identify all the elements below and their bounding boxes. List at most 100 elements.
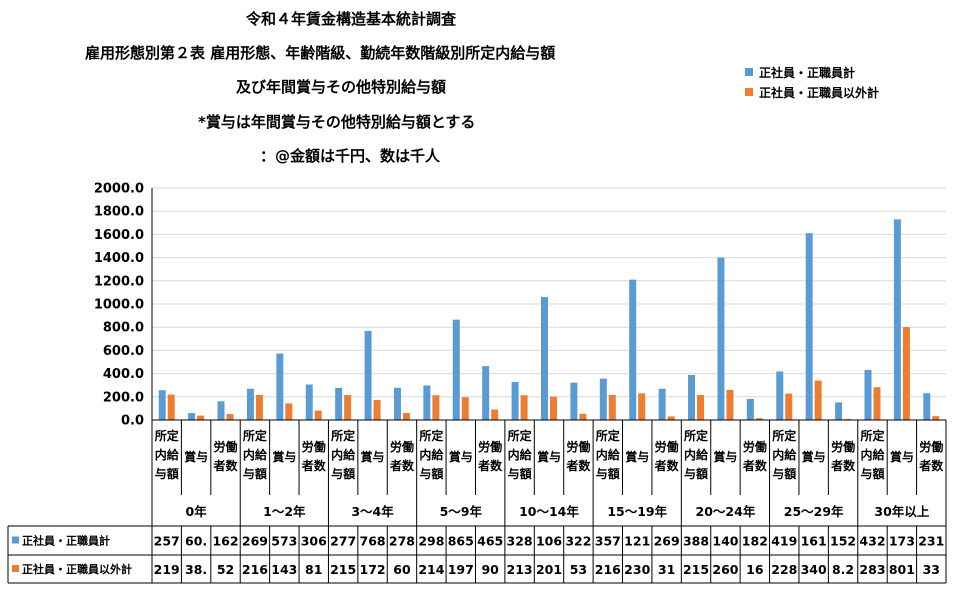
bar-regular-3	[246, 388, 254, 420]
data-label-0-23: 152	[830, 534, 856, 549]
bar-regular-10	[452, 319, 460, 420]
bar-regular-24	[864, 369, 872, 420]
bar-nonregular-11	[491, 409, 499, 420]
y-tick-label-2: 400.0	[103, 367, 144, 382]
x-subcategory-label-6-1: 内給	[331, 447, 356, 462]
x-subcategory-label-18-2: 与額	[684, 466, 708, 481]
bar-regular-11	[482, 366, 490, 420]
bar-nonregular-10	[461, 397, 469, 420]
x-subcategory-label-23-0: 労働	[831, 439, 855, 454]
bar-nonregular-21	[785, 393, 793, 420]
bar-nonregular-18	[697, 395, 705, 420]
data-label-1-6: 215	[330, 562, 356, 577]
bar-nonregular-5	[314, 410, 322, 420]
bar-nonregular-9	[432, 395, 440, 420]
x-subcategory-label-5-1: 者数	[301, 458, 327, 473]
y-tick-label-5: 1000.0	[94, 298, 144, 313]
x-subcategory-label-9-2: 与額	[419, 466, 443, 481]
y-tick-label-10: 2000.0	[94, 182, 144, 197]
x-subcategory-label-1-0: 賞与	[184, 449, 208, 464]
bar-regular-6	[335, 387, 343, 420]
x-subcategory-label-6-2: 与額	[331, 466, 355, 481]
bar-nonregular-17	[667, 416, 675, 420]
bar-nonregular-16	[638, 393, 646, 420]
legend-swatch-regular	[745, 68, 753, 76]
data-label-1-24: 283	[859, 562, 885, 577]
bar-regular-15	[599, 378, 607, 420]
bar-regular-16	[629, 279, 637, 420]
chart-legend: 正社員・正職員計 正社員・正職員以外計	[745, 62, 879, 102]
data-label-0-10: 865	[448, 534, 474, 549]
data-label-0-14: 322	[565, 534, 591, 549]
data-label-0-11: 465	[477, 534, 503, 549]
x-subcategory-label-21-0: 所定	[772, 428, 796, 443]
data-label-1-7: 172	[360, 562, 386, 577]
x-subcategory-label-20-0: 労働	[743, 439, 767, 454]
data-label-0-2: 162	[212, 534, 238, 549]
x-group-label-2: 3～4年	[351, 504, 394, 519]
chart-title-line-5: ：@金額は千円、数は千人	[260, 147, 441, 165]
x-subcategory-label-24-0: 所定	[860, 428, 884, 443]
data-label-1-8: 60	[393, 562, 411, 577]
bar-nonregular-25	[902, 327, 910, 420]
bar-regular-12	[511, 381, 519, 420]
bar-regular-14	[570, 382, 578, 420]
x-subcategory-label-17-1: 者数	[654, 458, 680, 473]
bar-nonregular-4	[285, 403, 293, 420]
bar-regular-25	[893, 219, 901, 420]
x-subcategory-label-23-1: 者数	[830, 458, 856, 473]
x-subcategory-label-9-1: 内給	[419, 447, 444, 462]
x-subcategory-label-0-0: 所定	[155, 428, 179, 443]
x-subcategory-label-24-1: 内給	[860, 447, 885, 462]
x-subcategory-label-21-2: 与額	[772, 466, 796, 481]
data-label-0-1: 60.	[185, 534, 207, 549]
data-label-0-7: 768	[360, 534, 386, 549]
data-label-1-22: 340	[801, 562, 827, 577]
data-label-1-19: 260	[712, 562, 738, 577]
bar-regular-1	[188, 413, 196, 420]
data-label-1-16: 230	[624, 562, 650, 577]
x-subcategory-label-14-1: 者数	[565, 458, 591, 473]
bar-nonregular-0	[167, 394, 175, 420]
data-label-0-16: 121	[624, 534, 650, 549]
bar-nonregular-15	[608, 394, 616, 420]
x-subcategory-label-13-0: 賞与	[537, 449, 561, 464]
x-subcategory-label-15-1: 内給	[596, 447, 621, 462]
x-subcategory-label-4-0: 賞与	[272, 449, 296, 464]
data-label-0-5: 306	[301, 534, 327, 549]
bar-nonregular-19	[726, 389, 734, 420]
x-subcategory-label-20-1: 者数	[742, 458, 768, 473]
chart-title-line-2: 雇用形態別第２表 雇用形態、年齢階級、勤続年数階級別所定内給与額	[85, 44, 556, 62]
x-subcategory-label-24-2: 与額	[860, 466, 884, 481]
x-subcategory-label-11-0: 労働	[478, 439, 502, 454]
x-subcategory-label-15-0: 所定	[596, 428, 620, 443]
data-label-0-12: 328	[507, 534, 533, 549]
data-label-1-13: 201	[536, 562, 562, 577]
legend-label-nonregular: 正社員・正職員以外計	[759, 85, 880, 100]
x-subcategory-label-5-0: 労働	[302, 439, 326, 454]
x-subcategory-label-18-1: 内給	[684, 447, 709, 462]
bar-nonregular-7	[373, 400, 381, 420]
x-group-label-4: 10～14年	[519, 504, 579, 519]
data-label-1-17: 31	[658, 562, 675, 577]
x-subcategory-label-14-0: 労働	[566, 439, 590, 454]
x-subcategory-label-6-0: 所定	[331, 428, 355, 443]
data-label-0-21: 419	[771, 534, 797, 549]
bar-regular-7	[364, 330, 372, 420]
y-tick-label-9: 1800.0	[94, 205, 144, 220]
x-group-label-1: 1～2年	[263, 504, 306, 519]
x-subcategory-label-22-0: 賞与	[802, 449, 826, 464]
data-label-0-26: 231	[918, 534, 944, 549]
data-label-0-22: 161	[801, 534, 827, 549]
x-group-label-5: 15～19年	[607, 504, 667, 519]
bar-regular-4	[276, 353, 284, 420]
chart-title-line-3: 及び年間賞与その他特別給与額	[236, 78, 447, 96]
y-tick-label-3: 600.0	[103, 344, 144, 359]
x-subcategory-label-26-1: 者数	[918, 458, 944, 473]
data-label-1-26: 33	[923, 562, 940, 577]
bar-nonregular-3	[255, 394, 263, 420]
x-subcategory-label-3-1: 内給	[243, 447, 268, 462]
bar-regular-13	[541, 297, 548, 420]
x-subcategory-label-26-0: 労働	[919, 439, 943, 454]
data-label-0-8: 278	[389, 534, 415, 549]
